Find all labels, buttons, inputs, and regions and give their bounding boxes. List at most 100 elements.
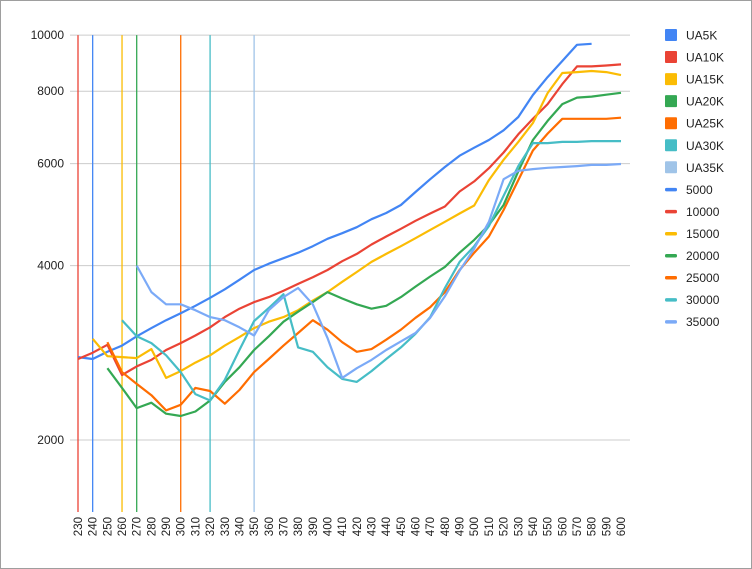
x-tick-label: 420 bbox=[352, 517, 364, 536]
legend-item: UA25K bbox=[665, 117, 724, 131]
legend-label: 35000 bbox=[686, 315, 720, 329]
x-tick-label: 320 bbox=[205, 517, 217, 536]
x-tick-label: 480 bbox=[440, 517, 452, 536]
x-tick-label: 330 bbox=[220, 517, 232, 536]
legend-line-icon bbox=[665, 254, 677, 258]
series-line-10000 bbox=[77, 63, 622, 377]
series-line-25000 bbox=[106, 116, 622, 412]
legend-swatch-icon bbox=[665, 51, 677, 64]
y-tick-label: 8000 bbox=[37, 84, 64, 98]
vertical-markers bbox=[77, 35, 255, 512]
legend-line-icon bbox=[665, 320, 677, 324]
x-tick-label: 490 bbox=[455, 517, 467, 536]
x-tick-label: 590 bbox=[601, 517, 613, 536]
legend-item: 25000 bbox=[665, 271, 720, 285]
legend-swatch-icon bbox=[665, 29, 677, 41]
legend-line-icon bbox=[665, 276, 677, 280]
x-tick-label: 430 bbox=[367, 517, 379, 536]
legend-item: 30000 bbox=[665, 293, 720, 307]
x-tick-label: 250 bbox=[102, 517, 114, 536]
legend-label: UA15K bbox=[686, 73, 724, 87]
legend-line-icon bbox=[665, 187, 677, 192]
legend-label: UA5K bbox=[686, 29, 717, 43]
legend-item: UA5K bbox=[665, 29, 717, 43]
series-line-35000 bbox=[135, 162, 622, 379]
legend-swatch-icon bbox=[665, 117, 677, 130]
x-tick-label: 580 bbox=[587, 517, 599, 536]
legend-label: 20000 bbox=[686, 249, 720, 263]
legend-item: UA30K bbox=[665, 139, 724, 153]
legend-label: UA10K bbox=[686, 51, 724, 65]
legend-item: UA35K bbox=[665, 161, 724, 175]
legend-label: UA30K bbox=[686, 139, 724, 153]
x-tick-label: 560 bbox=[557, 517, 569, 536]
x-tick-label: 260 bbox=[117, 517, 129, 536]
legend-item: 20000 bbox=[665, 249, 720, 263]
x-tick-label: 440 bbox=[381, 517, 393, 536]
legend-label: 30000 bbox=[686, 293, 720, 307]
x-tick-label: 360 bbox=[264, 517, 276, 536]
legend-swatch-icon bbox=[665, 95, 677, 108]
series-line-20000 bbox=[106, 91, 622, 418]
legend-item: 15000 bbox=[665, 227, 720, 241]
legend-swatch-icon bbox=[665, 73, 677, 86]
legend-label: 25000 bbox=[686, 271, 720, 285]
x-tick-label: 310 bbox=[190, 517, 202, 536]
x-tick-label: 400 bbox=[322, 517, 334, 536]
series-line-15000 bbox=[91, 69, 622, 379]
legend-item: 10000 bbox=[665, 205, 720, 219]
legend-label: 15000 bbox=[686, 227, 720, 241]
y-tick-label: 2000 bbox=[37, 433, 64, 447]
x-tick-label: 290 bbox=[161, 517, 173, 536]
legend-item: 5000 bbox=[665, 183, 713, 197]
legend-swatch-icon bbox=[665, 139, 677, 152]
x-tick-label: 520 bbox=[499, 517, 511, 536]
legend-label: UA35K bbox=[686, 161, 724, 175]
x-tick-label: 300 bbox=[176, 517, 188, 536]
x-tick-label: 410 bbox=[337, 517, 349, 536]
y-tick-label: 4000 bbox=[37, 259, 64, 273]
x-tick-label: 280 bbox=[146, 517, 158, 536]
x-tick-label: 570 bbox=[572, 517, 584, 536]
legend: UA5K UA10K UA15K UA20K UA25K UA30K UA35K 5000 10… bbox=[665, 29, 724, 329]
x-tick-label: 350 bbox=[249, 517, 261, 536]
legend-item: UA15K bbox=[665, 73, 724, 87]
x-tick-label: 600 bbox=[616, 517, 628, 536]
x-tick-label: 380 bbox=[293, 517, 305, 536]
legend-swatch-icon bbox=[665, 161, 677, 174]
x-tick-label: 460 bbox=[411, 517, 423, 536]
x-tick-label: 240 bbox=[88, 517, 100, 536]
legend-label: UA20K bbox=[686, 95, 724, 109]
legend-line-icon bbox=[665, 298, 677, 302]
series-line-30000 bbox=[121, 140, 621, 402]
x-tick-label: 390 bbox=[308, 517, 320, 536]
x-tick-label: 270 bbox=[132, 517, 144, 536]
legend-item: UA10K bbox=[665, 51, 724, 65]
x-tick-label: 550 bbox=[543, 517, 555, 536]
legend-item: UA20K bbox=[665, 95, 724, 109]
x-tick-label: 340 bbox=[234, 517, 246, 536]
x-tick-label: 450 bbox=[396, 517, 408, 536]
x-tick-label: 230 bbox=[73, 517, 85, 536]
x-tick-label: 510 bbox=[484, 517, 496, 536]
legend-label: 10000 bbox=[686, 205, 720, 219]
y-tick-label: 6000 bbox=[37, 157, 64, 171]
series-line-5000 bbox=[77, 42, 592, 361]
x-tick-label: 370 bbox=[278, 517, 290, 536]
x-tick-label: 500 bbox=[469, 517, 481, 536]
y-axis-ticks: 2000 4000 6000 8000 10000 bbox=[31, 28, 65, 447]
legend-item: 35000 bbox=[665, 315, 720, 329]
legend-label: 5000 bbox=[686, 183, 713, 197]
legend-line-icon bbox=[665, 231, 677, 236]
data-series bbox=[77, 42, 622, 418]
x-tick-label: 530 bbox=[513, 517, 525, 536]
x-tick-label: 540 bbox=[528, 517, 540, 536]
gridlines bbox=[70, 34, 630, 441]
x-axis-ticks: 230 240 250 260 270 280 290 300 310 320 330 340 350 3… bbox=[73, 517, 628, 536]
legend-line-icon bbox=[665, 209, 677, 214]
y-tick-label: 10000 bbox=[31, 28, 65, 42]
x-tick-label: 470 bbox=[425, 517, 437, 536]
legend-label: UA25K bbox=[686, 117, 724, 131]
